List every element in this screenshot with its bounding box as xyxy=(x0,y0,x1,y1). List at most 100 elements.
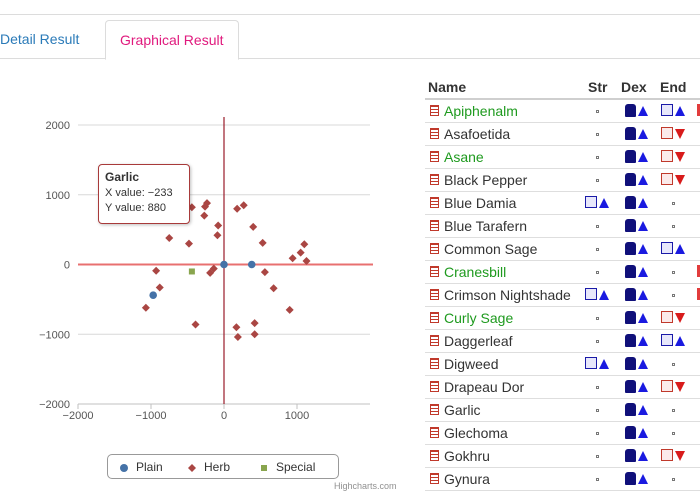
tab-graphical-result[interactable]: Graphical Result xyxy=(105,20,239,60)
neutral-dot-icon xyxy=(596,478,599,481)
attribute-box-icon xyxy=(585,288,597,300)
herb-point xyxy=(250,330,259,339)
table-row[interactable]: Apiphenalm xyxy=(425,100,700,123)
table-row[interactable]: Black Pepper xyxy=(425,169,700,192)
tooltip-title: Garlic xyxy=(105,170,140,184)
dexterity-icon xyxy=(625,219,636,232)
arrow-up-icon xyxy=(675,336,685,346)
table-row[interactable]: Blue Tarafern xyxy=(425,215,700,238)
ingredient-name[interactable]: Curly Sage xyxy=(444,310,514,326)
header-name[interactable]: Name xyxy=(428,79,467,95)
table-row[interactable]: Gokhru xyxy=(425,445,700,468)
ingredient-name[interactable]: Glechoma xyxy=(444,425,508,441)
ingredient-name[interactable]: Black Pepper xyxy=(444,172,528,188)
table-body: Apiphenalm Asafoetida Asane Black Pepper Blu… xyxy=(425,100,700,491)
dexterity-icon xyxy=(625,242,636,255)
table-row[interactable]: Common Sage xyxy=(425,238,700,261)
neutral-dot-icon xyxy=(596,110,599,113)
herb-point xyxy=(258,238,267,247)
ingredient-name[interactable]: Asafoetida xyxy=(444,126,511,142)
ingredient-name[interactable]: Blue Tarafern xyxy=(444,218,528,234)
ingredient-name[interactable]: Daggerleaf xyxy=(444,333,513,349)
header-str[interactable]: Str xyxy=(588,79,608,95)
neutral-dot-icon xyxy=(672,271,675,274)
ingredient-name[interactable]: Crimson Nightshade xyxy=(444,287,571,303)
table-row[interactable]: Gynura xyxy=(425,468,700,491)
herb-point xyxy=(302,257,311,266)
ingredient-name[interactable]: Apiphenalm xyxy=(444,103,518,119)
herb-point xyxy=(184,239,193,248)
page-header-strip: ​ xyxy=(0,0,700,15)
arrow-up-icon xyxy=(638,198,648,208)
herb-icon xyxy=(430,266,439,277)
herb-icon xyxy=(430,404,439,415)
table-row[interactable]: Garlic xyxy=(425,399,700,422)
herb-icon xyxy=(430,220,439,231)
dexterity-icon xyxy=(625,311,636,324)
y-tick-label: 2000 xyxy=(46,120,70,132)
ingredient-name[interactable]: Digweed xyxy=(444,356,499,372)
tab-detail-result[interactable]: Detail Result xyxy=(0,31,80,47)
neutral-dot-icon xyxy=(596,133,599,136)
y-tick-label: −1000 xyxy=(39,329,70,341)
overflow-column-icon xyxy=(697,265,700,277)
arrow-up-icon xyxy=(675,244,685,254)
arrow-up-icon xyxy=(638,359,648,369)
neutral-dot-icon xyxy=(672,478,675,481)
herb-point xyxy=(155,283,164,292)
herb-point xyxy=(300,240,309,249)
table-row[interactable]: Blue Damia xyxy=(425,192,700,215)
table-row[interactable]: Glechoma xyxy=(425,422,700,445)
legend-item-plain[interactable]: Plain xyxy=(120,460,163,474)
table-row[interactable]: Asafoetida xyxy=(425,123,700,146)
scatter-chart: 2000 1000 0 −1000 −2000−2000 −1000 0 1000 xyxy=(39,117,373,422)
table-row[interactable]: Drapeau Dor xyxy=(425,376,700,399)
neutral-dot-icon xyxy=(596,179,599,182)
table-row[interactable]: Digweed xyxy=(425,353,700,376)
chart-tooltip: Garlic X value: −233 Y value: 880 xyxy=(98,164,190,224)
legend-label-herb: Herb xyxy=(204,460,231,474)
neutral-dot-icon xyxy=(672,294,675,297)
tooltip-x-value: X value: −233 xyxy=(105,187,173,199)
arrow-up-icon xyxy=(599,359,609,369)
table-row[interactable]: Curly Sage xyxy=(425,307,700,330)
arrow-up-icon xyxy=(638,221,648,231)
table-row[interactable]: Asane xyxy=(425,146,700,169)
table-row[interactable]: Cranesbill xyxy=(425,261,700,284)
attribute-box-icon xyxy=(661,104,673,116)
header-end[interactable]: End xyxy=(660,79,687,95)
ingredient-name[interactable]: Gokhru xyxy=(444,448,490,464)
x-tick-label: −1000 xyxy=(136,410,167,422)
arrow-up-icon xyxy=(638,244,648,254)
herb-point xyxy=(260,268,269,277)
herb-icon xyxy=(430,450,439,461)
arrow-down-icon xyxy=(675,175,685,185)
y-tick-label: 0 xyxy=(64,260,70,272)
dexterity-icon xyxy=(625,265,636,278)
arrow-up-icon xyxy=(638,129,648,139)
ingredient-name[interactable]: Asane xyxy=(444,149,484,165)
neutral-dot-icon xyxy=(672,202,675,205)
arrow-up-icon xyxy=(675,106,685,116)
dexterity-icon xyxy=(625,150,636,163)
arrow-up-icon xyxy=(599,198,609,208)
legend-item-special[interactable]: Special xyxy=(260,460,315,474)
attribute-box-icon xyxy=(585,196,597,208)
ingredient-name[interactable]: Common Sage xyxy=(444,241,538,257)
table-row[interactable]: Daggerleaf xyxy=(425,330,700,353)
ingredient-name[interactable]: Blue Damia xyxy=(444,195,517,211)
dexterity-icon xyxy=(625,127,636,140)
ingredient-name[interactable]: Gynura xyxy=(444,471,490,487)
x-tick-label: 1000 xyxy=(285,410,309,422)
herb-point xyxy=(214,221,223,230)
dexterity-icon xyxy=(625,380,636,393)
chart-credit-link[interactable]: Highcharts.com xyxy=(334,481,397,491)
ingredient-name[interactable]: Garlic xyxy=(444,402,481,418)
herb-icon xyxy=(430,105,439,116)
table-row[interactable]: Crimson Nightshade xyxy=(425,284,700,307)
legend-item-herb[interactable]: Herb xyxy=(188,460,230,474)
header-dex[interactable]: Dex xyxy=(621,79,647,95)
ingredient-name[interactable]: Cranesbill xyxy=(444,264,507,280)
ingredient-name[interactable]: Drapeau Dor xyxy=(444,379,525,395)
arrow-down-icon xyxy=(675,152,685,162)
